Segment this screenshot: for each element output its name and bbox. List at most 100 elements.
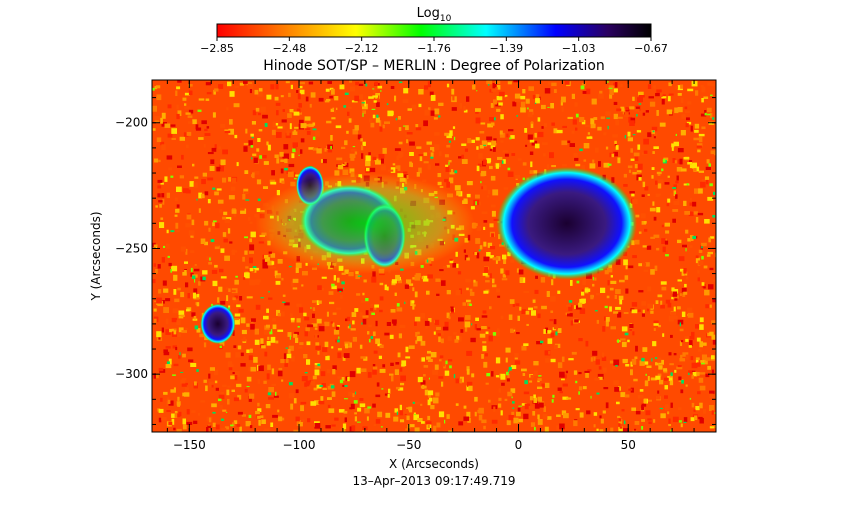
speckle-cell <box>234 318 240 321</box>
speckle-cell <box>652 130 655 133</box>
speckle-cell <box>458 317 464 322</box>
speckle-cell <box>561 164 567 167</box>
speckle-cell <box>477 163 482 168</box>
colorbar-ticks: −2.85 −2.48 −2.12 −1.76 −1.39 −1.03 −0.67 <box>200 37 668 55</box>
speckle-cell <box>314 327 318 330</box>
speckle-cell <box>427 164 431 170</box>
speckle-cell <box>500 410 503 416</box>
speckle-cell <box>316 318 322 324</box>
speckle-cell <box>492 83 497 89</box>
speckle-cell <box>492 189 499 196</box>
speckle-cell <box>418 89 424 95</box>
speckle-cell <box>406 415 410 421</box>
speckle-cell <box>275 102 281 106</box>
speckle-cell <box>533 306 538 309</box>
speckle-cell <box>482 341 487 344</box>
speckle-cell <box>642 181 646 188</box>
speckle-cell <box>176 401 181 406</box>
speckle-cell <box>234 295 239 299</box>
speckle-cell <box>466 385 471 391</box>
speckle-cell <box>354 95 360 102</box>
speckle-cell <box>533 397 538 403</box>
speckle-cell <box>673 295 679 299</box>
speckle-cell <box>185 248 188 255</box>
speckle-cell <box>349 80 352 83</box>
speckle-cell <box>324 321 330 327</box>
speckle-cell <box>544 350 551 356</box>
speckle-cell <box>399 410 404 416</box>
speckle-cell <box>206 126 210 129</box>
speckle-cell <box>415 340 418 344</box>
speckle-cell <box>163 349 168 353</box>
speckle-cell <box>365 298 369 302</box>
speckle-cell <box>592 276 594 281</box>
speckle-cell <box>679 158 683 165</box>
speckle-cell <box>259 155 263 159</box>
speckle-cell <box>272 414 278 418</box>
speckle-cell <box>475 201 477 206</box>
speckle-cell <box>152 279 156 284</box>
speckle-cell <box>153 263 156 267</box>
speckle-cell <box>215 387 219 391</box>
speckle-cell <box>677 239 682 244</box>
speckle-cell <box>642 112 646 116</box>
speckle-cell <box>286 130 290 136</box>
speckle-cell <box>198 192 203 199</box>
speckle-cell <box>324 148 327 152</box>
speckle-cell <box>171 418 175 425</box>
speckle-cell <box>553 128 558 134</box>
speckle-cell <box>270 253 276 258</box>
speckle-cell <box>316 384 322 389</box>
speckle-cell <box>481 211 488 215</box>
speckle-cell <box>623 312 629 314</box>
speckle-cell <box>643 221 647 224</box>
speckle-cell <box>617 339 619 343</box>
speckle-cell <box>167 104 172 109</box>
speckle-cell <box>710 395 716 398</box>
speckle-cell <box>463 416 470 421</box>
speckle-cell <box>249 279 256 286</box>
speckle-cell <box>607 125 609 130</box>
speckle-cell <box>486 252 491 257</box>
speckle-cell <box>466 369 470 375</box>
speckle-cell <box>632 430 637 432</box>
speckle-cell <box>373 89 376 94</box>
speckle-cell <box>294 331 299 335</box>
speckle-cell <box>653 328 656 331</box>
speckle-cell <box>495 103 501 107</box>
speckle-cell <box>327 81 332 84</box>
speckle-cell <box>486 373 491 377</box>
speckle-cell <box>657 357 662 363</box>
speckle-cell <box>163 351 170 356</box>
speckle-cell <box>299 112 302 115</box>
speckle-cell <box>233 212 237 217</box>
speckle-cell <box>168 421 173 426</box>
speckle-cell <box>158 337 161 340</box>
speckle-cell <box>182 392 186 397</box>
speckle-cell <box>483 256 490 262</box>
speckle-cell <box>532 411 536 416</box>
speckle-cell <box>712 117 715 120</box>
speckle-cell <box>487 189 491 195</box>
speckle-cell <box>424 85 429 90</box>
speckle-cell <box>237 394 242 400</box>
speckle-cell <box>208 227 211 232</box>
speckle-cell <box>347 376 350 382</box>
speckle-cell <box>614 82 618 88</box>
speckle-cell <box>416 172 420 177</box>
speckle-cell <box>680 168 687 172</box>
speckle-cell <box>375 160 381 165</box>
speckle-cell <box>334 170 340 176</box>
speckle-cell <box>331 424 336 427</box>
speckle-cell <box>301 376 308 382</box>
speckle-cell <box>407 283 414 286</box>
speckle-cell <box>376 102 380 107</box>
speckle-cell <box>220 276 227 279</box>
speckle-cell <box>368 152 371 156</box>
speckle-cell <box>644 228 648 232</box>
speckle-cell <box>497 295 501 298</box>
speckle-cell <box>668 352 672 356</box>
speckle-cell <box>186 421 193 425</box>
speckle-cell <box>682 352 689 357</box>
speckle-cell <box>687 162 693 165</box>
